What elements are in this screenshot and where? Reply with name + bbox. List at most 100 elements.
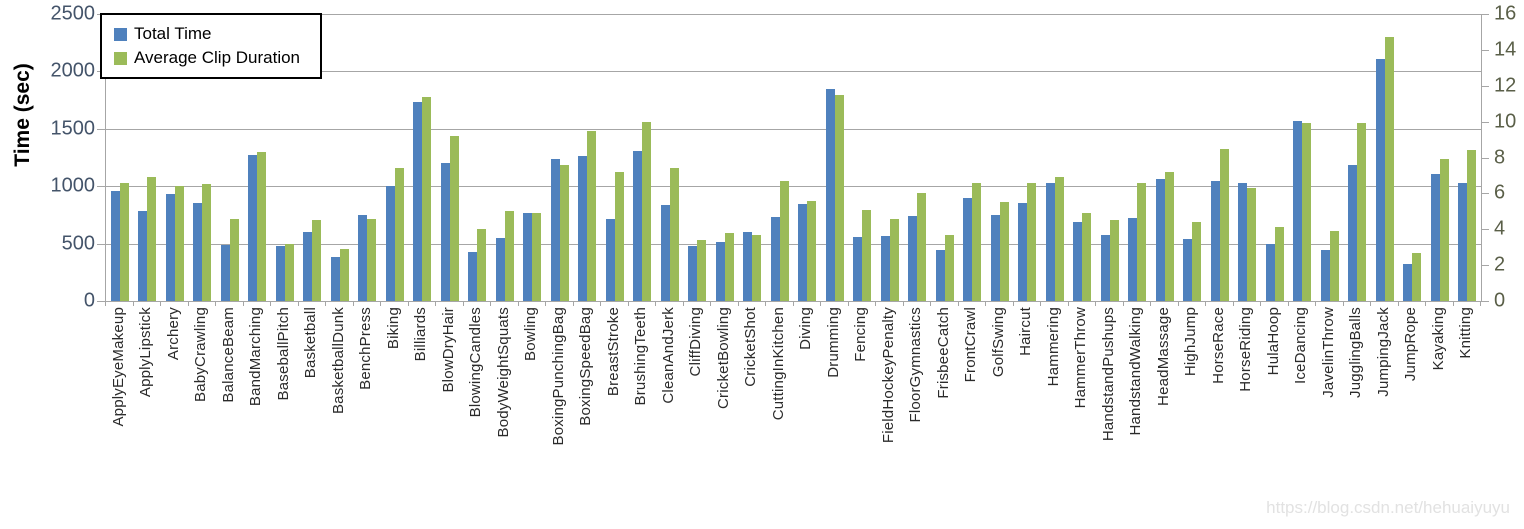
bar-total-time (523, 213, 533, 301)
x-axis-label-text: Biking (384, 307, 402, 350)
x-axis-label-text: HeadMassage (1154, 307, 1172, 406)
x-axis-label: BoxingSpeedBag (573, 301, 601, 487)
x-axis-label-text: HulaHoop (1264, 307, 1282, 376)
right-axis-tick (1481, 49, 1489, 51)
x-axis-label: FrontCrawl (958, 301, 986, 487)
x-axis-tick (132, 301, 134, 306)
right-axis-tick-label: 8 (1494, 146, 1506, 168)
x-axis-label: JavelinThrow (1315, 301, 1343, 487)
x-axis-tick (1287, 301, 1289, 306)
x-axis-label: CliffDiving (683, 301, 711, 487)
left-axis-tick (97, 128, 105, 130)
x-axis-label: Billiards (408, 301, 436, 487)
right-axis-tick-label: 16 (1494, 2, 1517, 25)
bar-average-clip-duration (1439, 159, 1449, 301)
bar-average-clip-duration (1109, 220, 1119, 301)
gridline (106, 71, 1481, 73)
legend-item-average-clip-duration: Average Clip Duration (114, 46, 320, 70)
x-axis-tick (655, 301, 656, 306)
x-axis-tick (682, 301, 684, 306)
x-axis-label-text: JavelinThrow (1319, 307, 1337, 398)
x-axis-label-text: BabyCrawling (192, 307, 210, 402)
bar-average-clip-duration (147, 177, 157, 301)
x-axis-labels: ApplyEyeMakeup ApplyLipstick Archery BabyCr… (105, 301, 1480, 487)
x-axis-label-text: HorseRiding (1237, 307, 1255, 392)
left-axis-tick-label: 0 (83, 289, 95, 312)
bar-total-time (1100, 235, 1110, 301)
x-axis-label: CleanAndJerk (655, 301, 683, 487)
legend-label-total-time: Total Time (134, 24, 212, 43)
right-axis-tick (1481, 121, 1489, 123)
bar-total-time (660, 204, 670, 301)
x-axis-tick (737, 301, 739, 306)
bar-total-time (605, 218, 615, 301)
x-axis-label: GolfSwing (985, 301, 1013, 487)
x-axis-label: JumpingJack (1370, 301, 1398, 487)
x-axis-label-text: BandMarching (247, 307, 265, 407)
bar-average-clip-duration (834, 94, 844, 301)
x-axis-label-text: Diving (797, 307, 815, 350)
x-axis-tick (1397, 301, 1399, 306)
x-axis-label-text: Fencing (852, 307, 870, 362)
x-axis-label: HandstandPushups (1095, 301, 1123, 487)
bar-average-clip-duration (394, 168, 404, 301)
watermark: https://blog.csdn.net/hehuaiyuyu (1266, 498, 1510, 517)
x-axis-label: Knitting (1453, 301, 1481, 487)
bar-total-time (1210, 181, 1220, 301)
right-axis-tick (1481, 157, 1489, 159)
x-axis-tick (242, 301, 244, 306)
bar-total-time (1073, 221, 1083, 301)
x-axis-label: ApplyLipstick (133, 301, 161, 487)
x-axis-label: BandMarching (243, 301, 271, 487)
x-axis-tick (1315, 301, 1316, 306)
x-axis-label: BaseballPitch (270, 301, 298, 487)
x-axis-label-text: HorseRace (1209, 307, 1227, 384)
bar-total-time (468, 251, 478, 301)
x-axis-label: FieldHockeyPenalty (875, 301, 903, 487)
x-axis-tick (462, 301, 464, 306)
bar-average-clip-duration (724, 232, 734, 301)
bar-average-clip-duration (312, 220, 322, 301)
bar-average-clip-duration (1027, 182, 1037, 301)
x-axis-label: JumpRope (1398, 301, 1426, 487)
x-axis-tick (545, 301, 546, 306)
x-axis-tick (325, 301, 326, 306)
bar-total-time (413, 102, 423, 301)
bar-average-clip-duration (642, 121, 652, 301)
x-axis-label-text: FrontCrawl (962, 307, 980, 383)
bar-total-time (275, 245, 285, 301)
bar-total-time (495, 237, 505, 301)
bar-total-time (248, 155, 258, 301)
legend-swatch-average-clip-duration (114, 51, 127, 65)
bar-total-time (1265, 243, 1275, 301)
x-axis-label-text: HandstandWalking (1127, 307, 1145, 436)
x-axis-label: Diving (793, 301, 821, 487)
x-axis-label-text: CliffDiving (687, 307, 705, 377)
x-axis-label: ApplyEyeMakeup (105, 301, 133, 487)
x-axis-label: BlowingCandles (463, 301, 491, 487)
bar-average-clip-duration (779, 180, 789, 301)
x-axis-tick (490, 301, 491, 306)
bar-total-time (990, 214, 1000, 301)
bar-average-clip-duration (477, 229, 487, 301)
x-axis-label: HandstandWalking (1123, 301, 1151, 487)
bar-total-time (880, 236, 890, 301)
x-axis-label-text: BalanceBeam (219, 307, 237, 403)
x-axis-label-text: Hammering (1044, 307, 1062, 387)
x-axis-label-text: Archery (164, 307, 182, 361)
x-axis-label-text: ApplyEyeMakeup (109, 307, 127, 427)
x-axis-label-text: Bowling (522, 307, 540, 361)
right-axis-tick (1481, 229, 1489, 231)
x-axis-label-text: Knitting (1457, 307, 1475, 359)
x-axis-tick (820, 301, 821, 306)
bar-total-time (935, 249, 945, 301)
x-axis-label-text: Kayaking (1429, 307, 1447, 371)
bar-total-time (1375, 58, 1385, 301)
bar-total-time (193, 202, 203, 301)
x-axis-label: BreastStroke (600, 301, 628, 487)
x-axis-tick (517, 301, 519, 306)
bar-average-clip-duration (587, 130, 597, 301)
x-axis-tick (1122, 301, 1124, 306)
gridline (106, 243, 1481, 245)
bar-average-clip-duration (422, 96, 432, 301)
